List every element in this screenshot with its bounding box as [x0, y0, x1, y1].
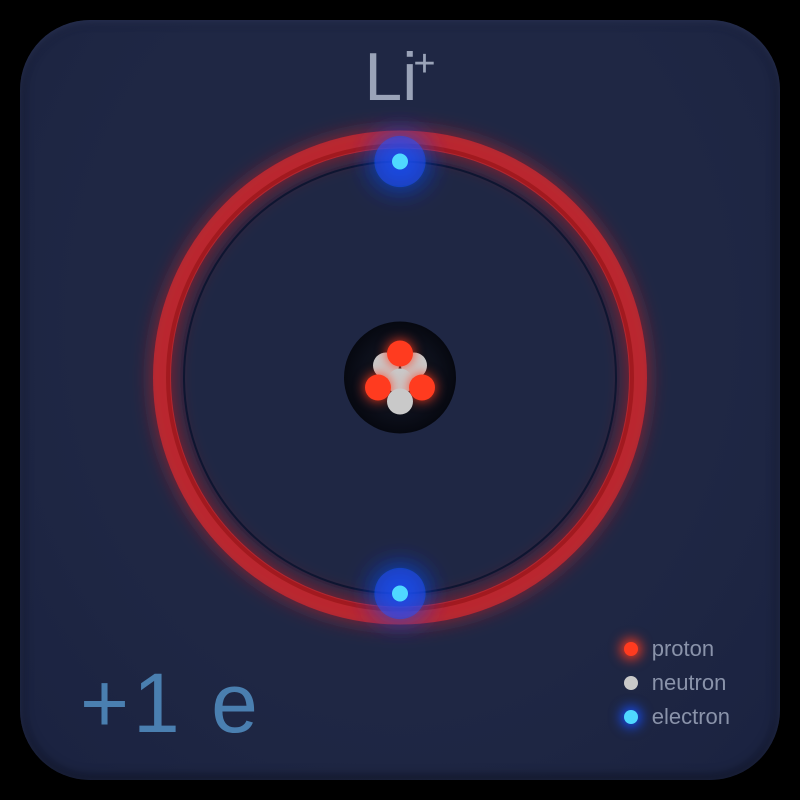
- element-superscript: +: [413, 43, 435, 85]
- atom-diagram: [120, 98, 680, 663]
- electron-icon: [624, 710, 638, 724]
- legend: proton neutron electron: [624, 636, 730, 730]
- charge-label: +1 e: [80, 655, 262, 752]
- legend-label: neutron: [652, 670, 727, 696]
- legend-label: electron: [652, 704, 730, 730]
- proton-icon: [624, 642, 638, 656]
- legend-row-electron: electron: [624, 704, 730, 730]
- legend-label: proton: [652, 636, 714, 662]
- atom-card: Li+ +1 e protonneutronelectron: [20, 20, 780, 780]
- neutron-icon: [624, 676, 638, 690]
- legend-row-proton: proton: [624, 636, 730, 662]
- atom-svg: [120, 98, 680, 658]
- legend-row-neutron: neutron: [624, 670, 730, 696]
